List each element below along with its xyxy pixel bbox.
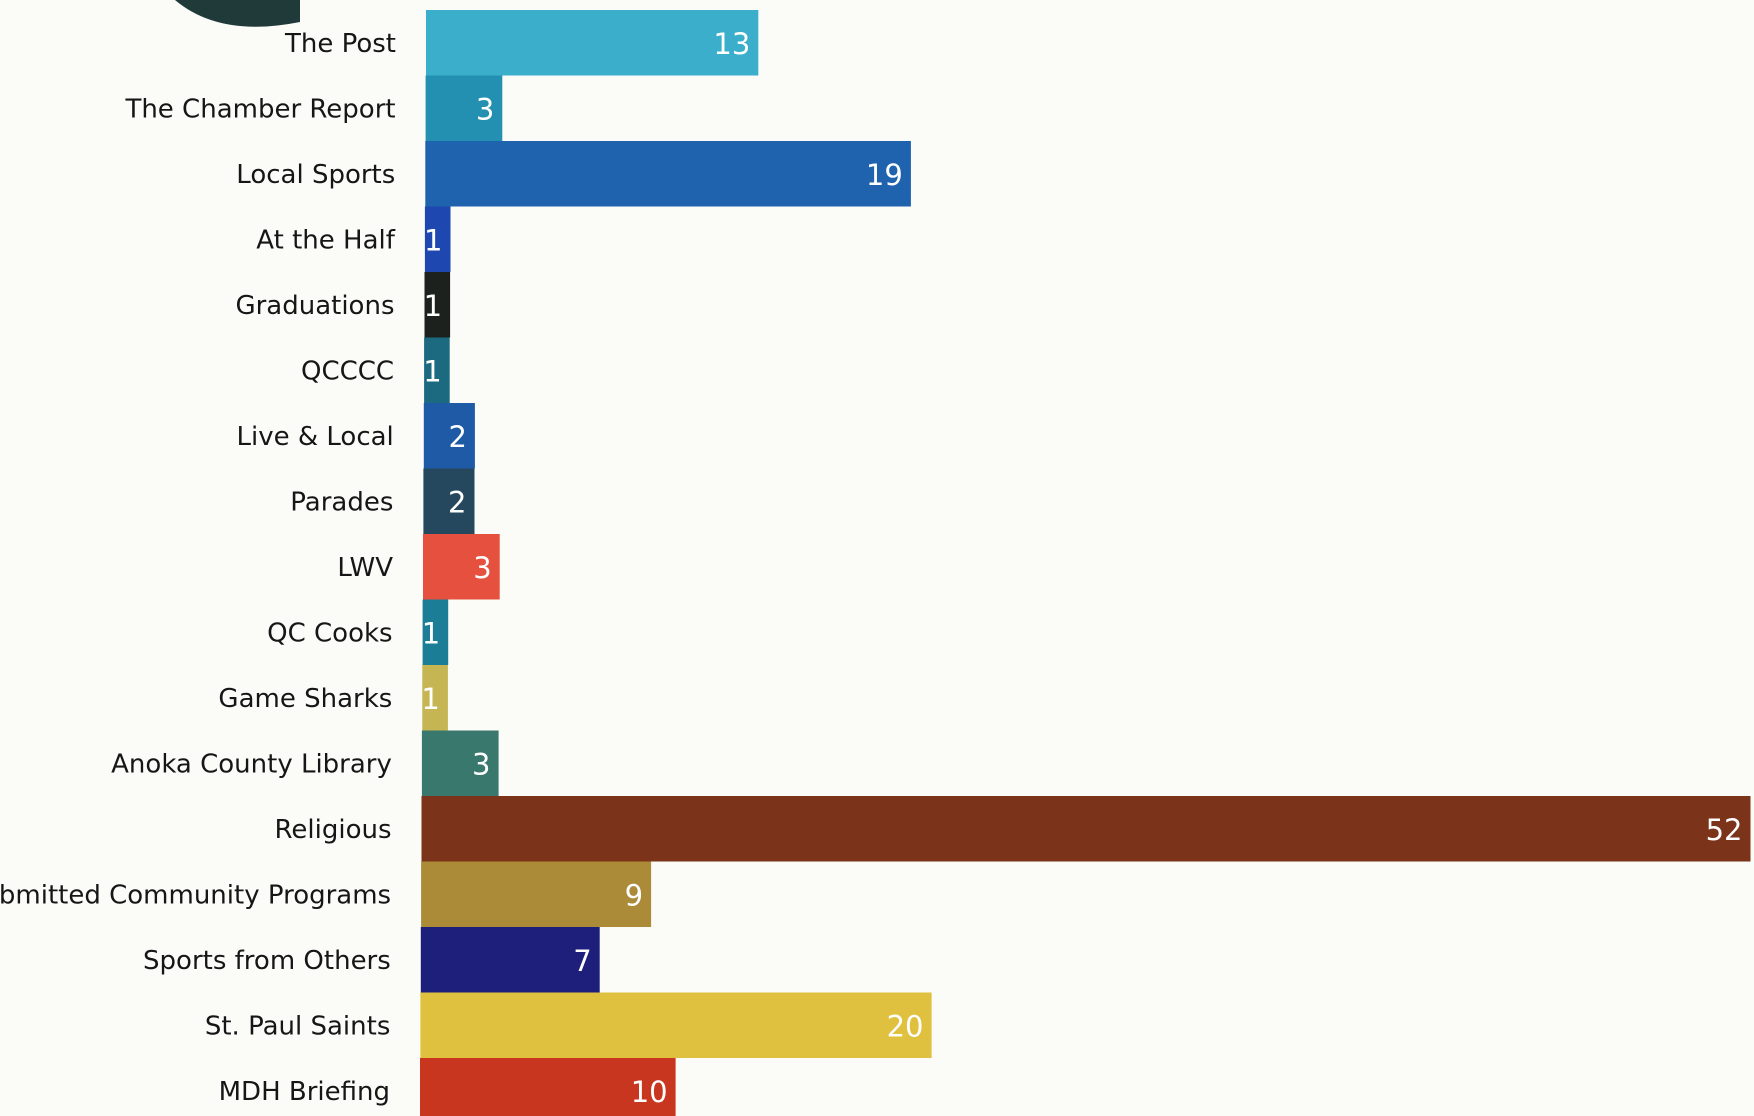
bar-local-sports — [425, 141, 911, 207]
bar-submitted-community-programs — [421, 861, 652, 927]
value-label: 1 — [424, 289, 442, 323]
logo-swoosh-shape — [175, 0, 300, 27]
value-label: 20 — [887, 1009, 924, 1043]
category-label: Submitted Community Programs — [0, 880, 391, 910]
bar-qc-cooks — [422, 599, 449, 665]
category-label: Sports from Others — [143, 946, 391, 976]
bar-anoka-county-library — [421, 730, 499, 796]
value-label: 1 — [421, 682, 439, 716]
category-label: QC Cooks — [267, 618, 392, 648]
bar-at-the-half — [424, 206, 451, 272]
bar-the-post — [426, 10, 759, 76]
bar-live-local — [423, 403, 475, 469]
bar-parades — [423, 468, 475, 534]
category-label: Anoka County Library — [111, 749, 392, 779]
category-label: Live & Local — [237, 422, 394, 452]
bar-qcccc — [424, 337, 450, 403]
category-label: Graduations — [235, 291, 394, 321]
category-label: The Post — [284, 29, 396, 59]
category-label: Parades — [290, 487, 393, 517]
value-label: 7 — [573, 944, 591, 978]
category-label: Game Sharks — [218, 684, 392, 714]
category-labels-layer: The Post The Chamber Report Local Sports At… — [0, 29, 396, 1107]
value-label: 2 — [448, 485, 466, 519]
value-label: 3 — [473, 551, 491, 585]
bar-lwv — [423, 534, 500, 600]
value-label: 1 — [424, 223, 442, 257]
category-label: Religious — [275, 815, 392, 845]
value-label: 19 — [866, 158, 903, 192]
value-label: 10 — [631, 1075, 668, 1109]
value-label: 3 — [472, 747, 490, 781]
bar-sports-from-others — [420, 927, 600, 993]
category-label: LWV — [337, 553, 393, 583]
bar-st-paul-saints — [420, 992, 932, 1058]
value-label: 2 — [448, 420, 466, 454]
category-label: MDH Briefing — [219, 1077, 390, 1107]
bar-game-sharks — [422, 665, 448, 731]
bar-graduations — [424, 272, 451, 338]
category-label: Local Sports — [236, 160, 395, 190]
bar-religious — [421, 796, 1751, 862]
value-label: 1 — [422, 616, 440, 650]
category-label: St. Paul Saints — [205, 1011, 391, 1041]
corner-logo-graphic — [175, 0, 300, 27]
category-label: At the Half — [256, 225, 395, 255]
category-label: The Chamber Report — [124, 94, 395, 124]
category-label: QCCCC — [301, 356, 394, 386]
value-label: 1 — [423, 354, 441, 388]
value-label: 52 — [1706, 813, 1743, 847]
bar-the-chamber-report — [425, 75, 503, 141]
bar-mdh-briefing — [420, 1058, 676, 1116]
bars-layer — [420, 10, 1751, 1116]
value-label: 13 — [713, 27, 750, 61]
value-label: 9 — [625, 878, 643, 912]
value-label: 3 — [476, 92, 494, 126]
